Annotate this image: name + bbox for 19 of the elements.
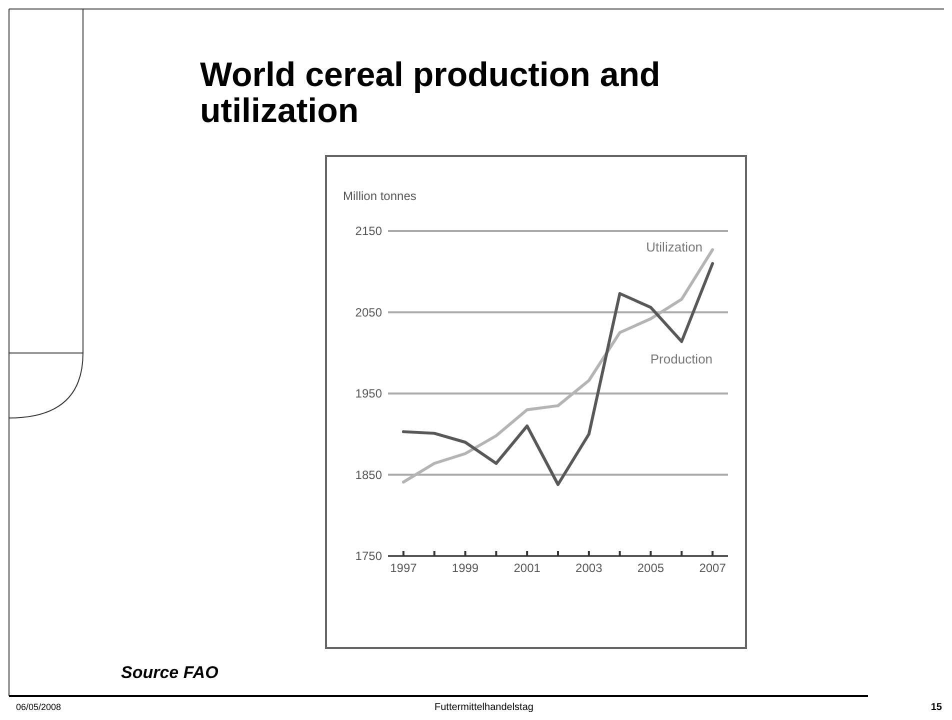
- x-tick-label: 2001: [514, 561, 541, 575]
- text: 15: [930, 702, 942, 713]
- x-tick-label: 2007: [699, 561, 726, 575]
- chart-title: World cereal production and utilization: [200, 56, 660, 130]
- x-tick-label: 2005: [637, 561, 664, 575]
- source-note: Source FAO: [121, 663, 218, 682]
- x-tick-label: 1999: [452, 561, 479, 575]
- y-tick-label: 2150: [355, 224, 382, 238]
- text: 06/05/2008: [16, 702, 62, 712]
- y-tick-label: 1950: [355, 386, 382, 400]
- x-tick-label: 1997: [390, 561, 418, 575]
- x-tick-label: 2003: [576, 561, 603, 575]
- y-tick-label: 1850: [355, 468, 382, 482]
- series-label: Utilization: [646, 240, 703, 255]
- y-axis-title: Million tonnes: [343, 189, 416, 203]
- y-tick-label: 2050: [355, 305, 382, 320]
- y-tick-label: 1750: [355, 549, 382, 563]
- text: Futtermittelhandelstag: [434, 702, 534, 713]
- series-label: Production: [650, 352, 713, 366]
